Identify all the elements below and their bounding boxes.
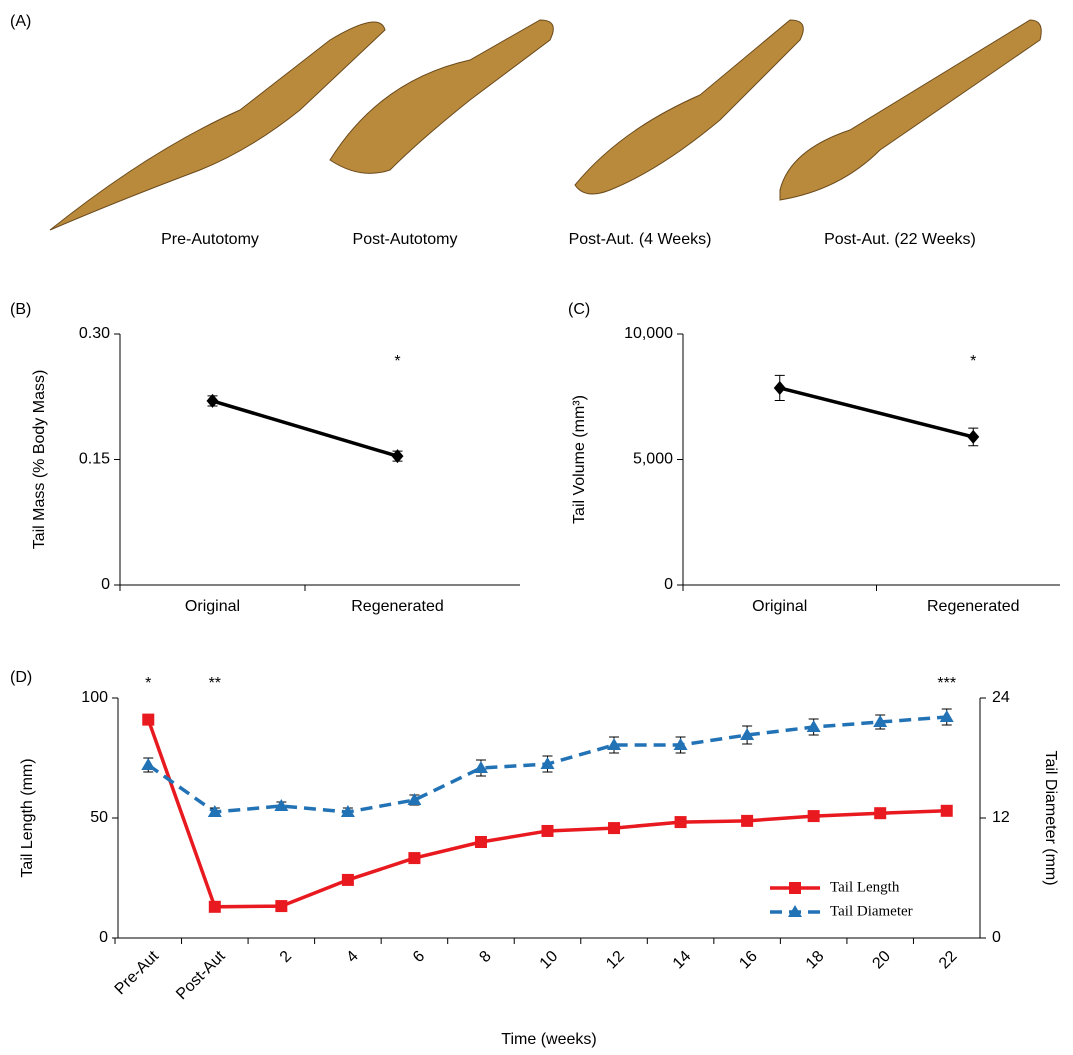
marker xyxy=(608,822,620,834)
marker xyxy=(675,816,687,828)
x-axis-label: Time (weeks) xyxy=(501,1031,596,1048)
panel-label: (A) xyxy=(10,13,31,30)
annotation: ** xyxy=(209,675,221,692)
marker xyxy=(967,430,979,444)
marker xyxy=(741,815,753,827)
figure: (A) Pre-Autotomy Post-Autotomy Post-Aut. (… xyxy=(0,0,1073,1055)
x-tick-label: 20 xyxy=(869,948,894,973)
x-tick-label: 14 xyxy=(670,948,695,973)
annotation: *** xyxy=(937,675,956,692)
panel-label: (C) xyxy=(568,301,590,318)
annotation: * xyxy=(394,353,400,370)
y-tick-label: 0.15 xyxy=(79,451,110,468)
legend-label: Tail Length xyxy=(830,879,900,895)
gecko-photos xyxy=(50,20,1041,230)
x-tick-label: 8 xyxy=(476,948,494,966)
y-axis-label: Tail Length (mm) xyxy=(19,758,36,877)
y-axis-label: Tail Mass (% Body Mass) xyxy=(31,370,48,550)
x-tick-label: 16 xyxy=(736,948,761,973)
marker xyxy=(342,874,354,886)
photo-caption: Pre-Autotomy xyxy=(161,231,259,248)
x-tick-label: Regenerated xyxy=(351,598,444,615)
y-tick-label: 5,000 xyxy=(633,451,673,468)
x-tick-label: Post-Aut xyxy=(173,947,229,1003)
y-tick-label: 0.30 xyxy=(79,325,110,342)
gecko xyxy=(575,20,803,194)
x-tick-label: Pre-Aut xyxy=(112,947,163,998)
marker xyxy=(774,381,786,395)
y-tick-label: 0 xyxy=(101,576,110,593)
marker xyxy=(141,758,155,770)
y-tick-label: 0 xyxy=(99,929,108,946)
marker xyxy=(142,714,154,726)
marker xyxy=(874,807,886,819)
y2-tick-label: 12 xyxy=(992,809,1010,826)
annotation: * xyxy=(970,353,976,370)
photo-caption: Post-Aut. (22 Weeks) xyxy=(824,231,976,248)
x-tick-label: 2 xyxy=(277,948,295,966)
x-tick-label: Regenerated xyxy=(927,598,1020,615)
y-axis-label: Tail Volume (mm³) xyxy=(571,395,588,524)
series-line xyxy=(780,388,974,437)
x-tick-label: 12 xyxy=(603,948,628,973)
x-tick-label: 10 xyxy=(537,948,562,973)
x-tick-label: Original xyxy=(185,598,240,615)
marker xyxy=(209,901,221,913)
y2-axis-label: Tail Diameter (mm) xyxy=(1042,750,1059,885)
x-tick-label: 4 xyxy=(343,948,361,966)
marker xyxy=(941,805,953,817)
panel-label: (D) xyxy=(10,669,32,686)
marker xyxy=(475,836,487,848)
marker xyxy=(408,852,420,864)
y-tick-label: 10,000 xyxy=(624,325,673,342)
x-tick-label: 6 xyxy=(410,948,428,966)
x-tick-label: Original xyxy=(752,598,807,615)
photo-caption: Post-Aut. (4 Weeks) xyxy=(569,231,712,248)
y2-tick-label: 0 xyxy=(992,929,1001,946)
gecko xyxy=(50,22,385,230)
marker xyxy=(789,882,801,894)
x-tick-label: 22 xyxy=(936,948,961,973)
photo-caption: Post-Autotomy xyxy=(353,231,458,248)
y-tick-label: 50 xyxy=(90,809,108,826)
series-line xyxy=(148,720,946,907)
panel-label: (B) xyxy=(10,301,31,318)
y2-tick-label: 24 xyxy=(992,689,1010,706)
y-tick-label: 0 xyxy=(664,576,673,593)
series-line xyxy=(213,401,398,456)
x-tick-label: 18 xyxy=(803,948,828,973)
marker xyxy=(808,810,820,822)
gecko xyxy=(780,20,1041,200)
marker xyxy=(275,900,287,912)
annotation: * xyxy=(145,675,151,692)
legend-label: Tail Diameter xyxy=(830,903,913,919)
y-tick-label: 100 xyxy=(81,689,108,706)
marker xyxy=(542,825,554,837)
